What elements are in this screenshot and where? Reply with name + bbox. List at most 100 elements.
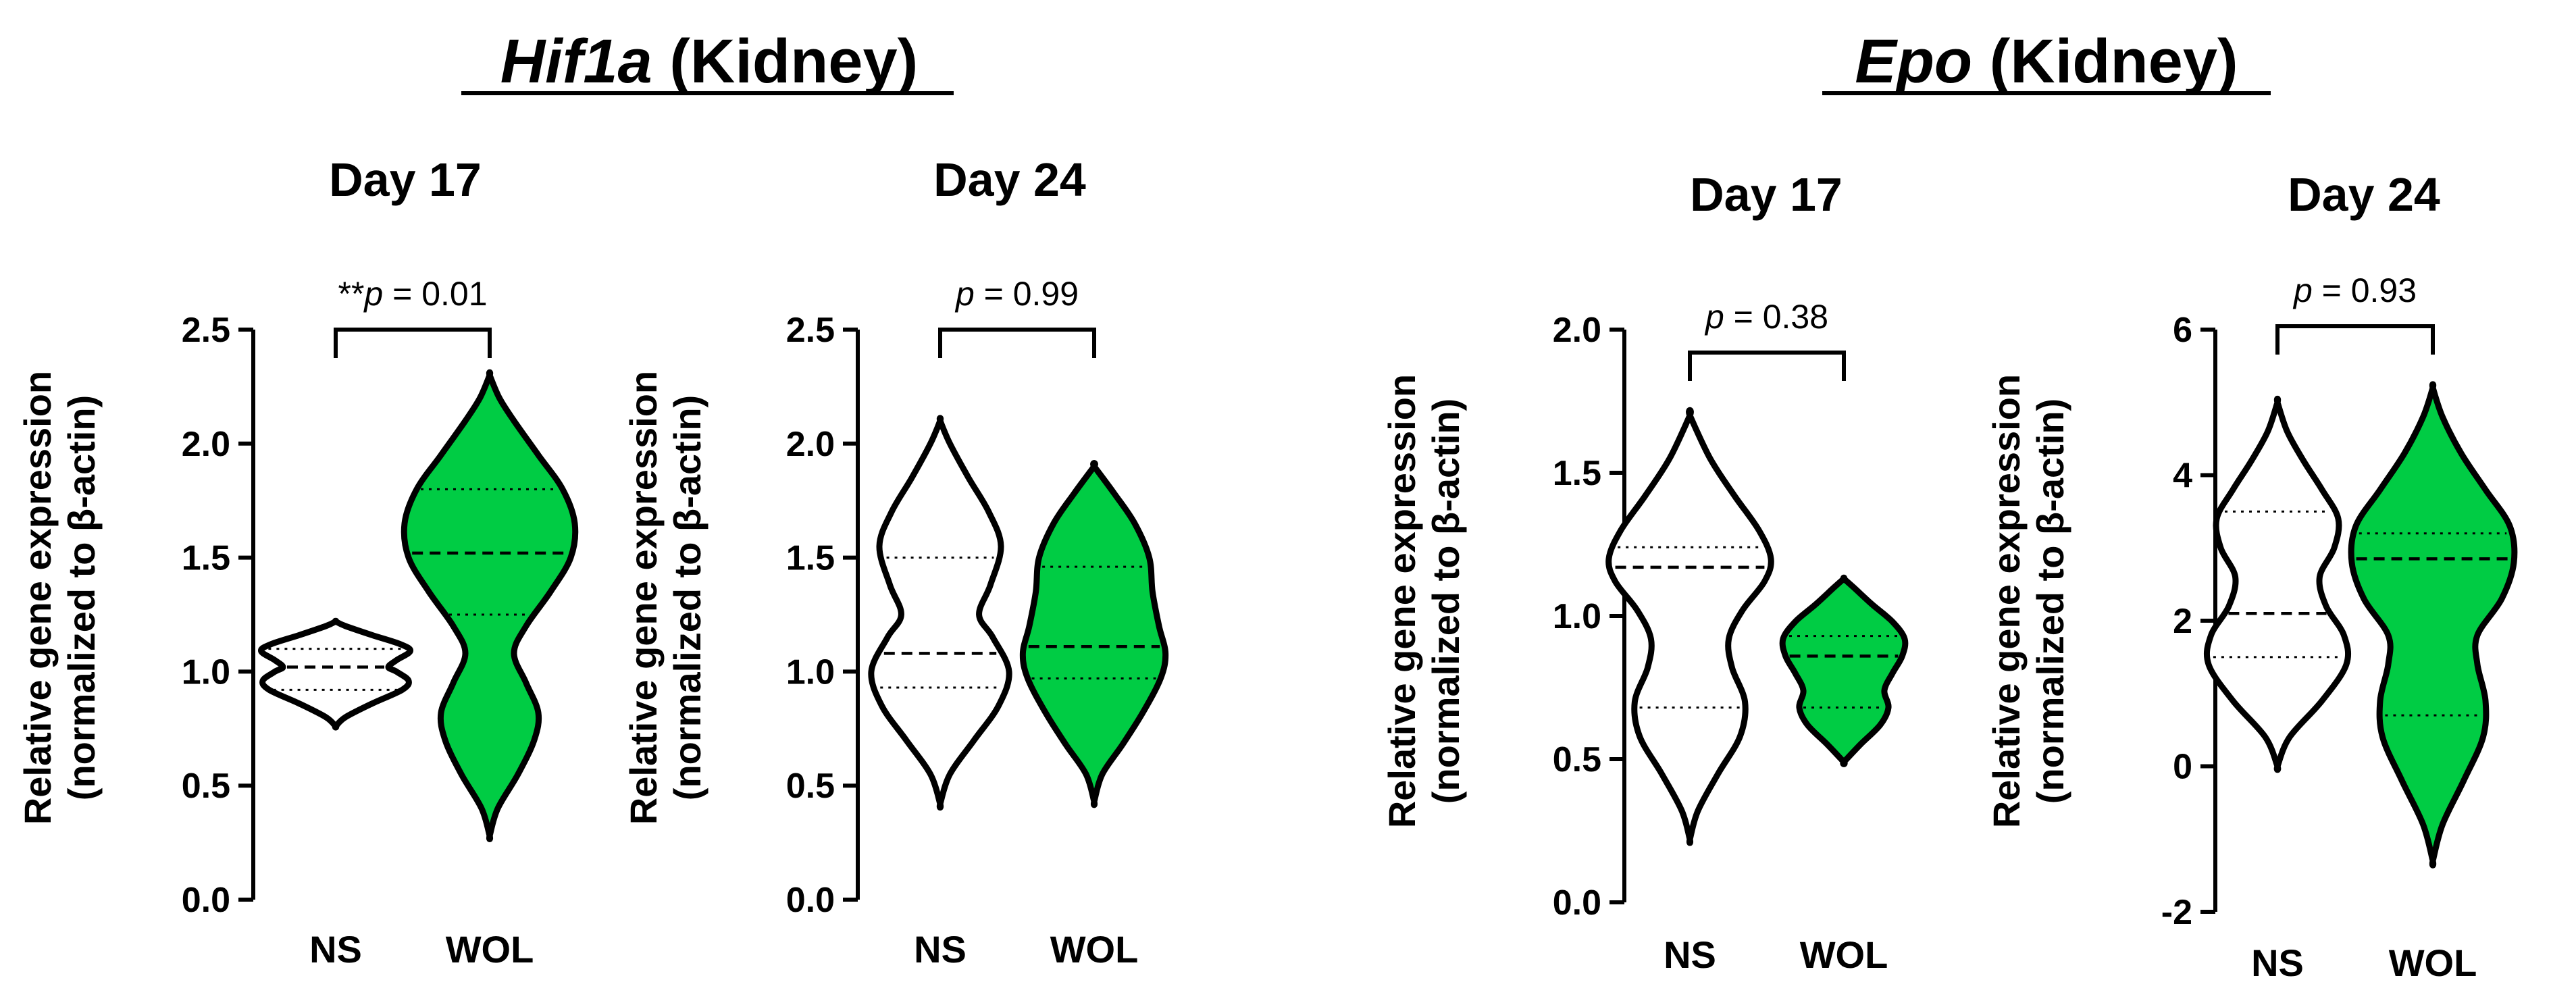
y-tick-label: 1.0 (786, 652, 835, 692)
violin-shape-ns (868, 415, 1012, 811)
y-ticks: 0.0 0.5 1.0 1.5 2.0 (1553, 311, 1624, 923)
significance: p = 0.93 (2275, 272, 2435, 355)
violin-shape-ns (2203, 395, 2352, 773)
violin-shape-wol (1779, 574, 1909, 767)
p-symbol: p (363, 275, 383, 313)
p-value-label: p = 0.99 (954, 275, 1079, 313)
heading-gene: Epo (1855, 27, 1972, 96)
y-tick-label: 2.0 (1553, 311, 1601, 350)
significance-bracket (938, 328, 1096, 358)
y-ticks: 0.0 0.5 1.0 1.5 2.0 2.5 (182, 311, 253, 920)
y-tick-label: 0.5 (786, 767, 835, 806)
violin-ns (2203, 395, 2352, 773)
y-axis-label-line1: Relative gene expression (1985, 374, 2028, 828)
y-tick-label: 2.5 (786, 311, 835, 350)
p-symbol: p (954, 275, 975, 313)
heading-suffix: (Kidney) (652, 27, 919, 96)
significance-bracket (1688, 351, 1846, 381)
x-label-wol: WOL (1050, 928, 1139, 971)
x-label-ns: NS (914, 928, 967, 971)
violin-wol (1779, 574, 1909, 767)
x-label-ns: NS (2251, 942, 2304, 984)
violins (2203, 381, 2518, 869)
panel-epo-day24: Day 24 Relative gene expression (normali… (1985, 168, 2518, 984)
p-value: = 0.38 (1724, 298, 1828, 336)
y-tick-label: 0.0 (182, 881, 230, 920)
y-tick-label: 2 (2173, 602, 2192, 641)
violin-shape-ns (1605, 407, 1774, 846)
x-label-wol: WOL (446, 928, 534, 971)
panel-title: Day 24 (933, 153, 1086, 206)
y-axis-label-line1: Relative gene expression (1381, 374, 1423, 828)
violins (1605, 407, 1909, 846)
p-value: = 0.99 (975, 275, 1079, 313)
violin-ns (258, 617, 413, 731)
x-labels: NS WOL (1664, 933, 1888, 976)
x-label-wol: WOL (1800, 933, 1888, 976)
panel-title: Day 24 (2288, 168, 2440, 221)
y-axis-label-line2: (normalized to β-actin) (666, 395, 709, 800)
y-tick-label: 0.0 (1553, 883, 1601, 923)
violin-ns (1605, 407, 1774, 846)
y-tick-label: 1.5 (1553, 454, 1601, 493)
y-ticks: 0.0 0.5 1.0 1.5 2.0 2.5 (786, 311, 858, 920)
x-labels: NS WOL (2251, 942, 2477, 984)
heading-suffix: (Kidney) (1972, 27, 2238, 96)
violin-wol (2348, 381, 2518, 869)
x-label-ns: NS (1664, 933, 1716, 976)
y-axis-label-line2: (normalized to β-actin) (60, 395, 103, 800)
x-label-ns: NS (309, 928, 362, 971)
p-value-label: **p = 0.01 (338, 275, 487, 313)
panel-hif1a-day24: Day 24 Relative gene expression (normali… (622, 153, 1169, 971)
y-ticks: -2 0 2 4 6 (2161, 311, 2215, 932)
p-value-label: p = 0.93 (2292, 272, 2417, 309)
p-value-label: p = 0.38 (1704, 298, 1828, 336)
panel-hif1a-day17: Day 17 Relative gene expression (normali… (16, 153, 579, 971)
violin-shape-wol (1019, 459, 1169, 808)
y-tick-label: 1.0 (1553, 597, 1601, 636)
violin-ns (868, 415, 1012, 811)
y-tick-label: 0 (2173, 748, 2192, 787)
heading-hif1a: Hif1a (Kidney) (500, 27, 919, 96)
violins (868, 415, 1169, 811)
y-tick-label: 6 (2173, 311, 2192, 350)
p-symbol: p (1704, 298, 1724, 336)
y-tick-label: 0.5 (1553, 740, 1601, 779)
x-labels: NS WOL (309, 928, 534, 971)
y-axis-label-line1: Relative gene expression (622, 371, 665, 825)
panel-title: Day 17 (1690, 168, 1843, 221)
y-tick-label: 0.5 (182, 767, 230, 806)
y-tick-label: 2.0 (786, 425, 835, 464)
significance: p = 0.38 (1688, 298, 1846, 381)
y-tick-label: 0.0 (786, 881, 835, 920)
p-symbol: p (2292, 272, 2313, 309)
significance-bracket (2275, 324, 2435, 355)
violin-wol (401, 369, 579, 843)
y-tick-label: 1.0 (182, 652, 230, 692)
significance: p = 0.99 (938, 275, 1096, 358)
y-tick-label: 1.5 (786, 539, 835, 578)
heading-epo: Epo (Kidney) (1855, 27, 2238, 96)
p-value: = 0.93 (2313, 272, 2417, 309)
y-tick-label: 2.5 (182, 311, 230, 350)
y-axis-label-line2: (normalized to β-actin) (2029, 398, 2071, 804)
x-label-wol: WOL (2389, 942, 2477, 984)
violin-shape-wol (2348, 381, 2518, 869)
significance: **p = 0.01 (334, 275, 492, 358)
violin-shape-ns (258, 617, 413, 731)
p-value: = 0.01 (383, 275, 487, 313)
panel-epo-day17: Day 17 Relative gene expression (normali… (1381, 168, 1909, 976)
y-tick-label: 4 (2173, 457, 2192, 496)
x-labels: NS WOL (914, 928, 1138, 971)
y-tick-label: -2 (2161, 893, 2192, 932)
violin-wol (1019, 459, 1169, 808)
heading-gene: Hif1a (500, 27, 652, 96)
y-axis-label-line2: (normalized to β-actin) (1424, 398, 1467, 804)
violin-shape-wol (401, 369, 579, 843)
significance-bracket (334, 328, 492, 358)
y-tick-label: 1.5 (182, 539, 230, 578)
y-axis-label-line1: Relative gene expression (16, 371, 59, 825)
p-prefix: ** (338, 275, 364, 313)
y-tick-label: 2.0 (182, 425, 230, 464)
